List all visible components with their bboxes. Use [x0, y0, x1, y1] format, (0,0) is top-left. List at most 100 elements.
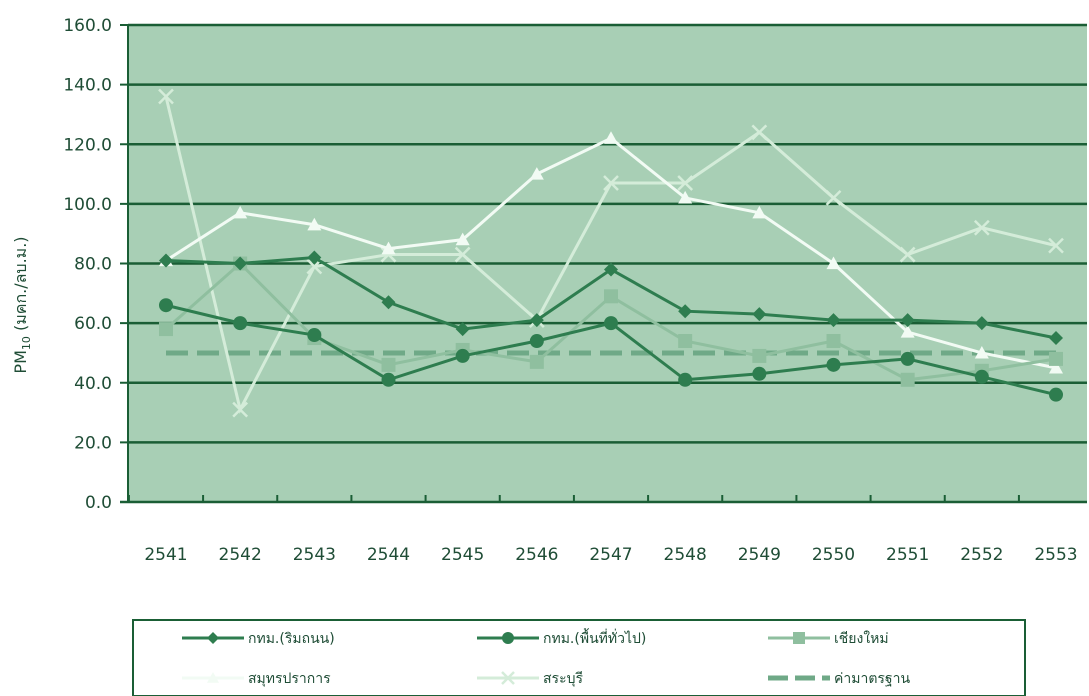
x-tick-label: 2542 [219, 545, 262, 565]
data-point [455, 232, 470, 246]
legend-label: เชียงใหม่ [834, 630, 889, 647]
legend-label: สระบุรี [543, 671, 583, 687]
data-point [232, 401, 249, 418]
data-point [454, 246, 471, 263]
y-tick-label: 160.0 [63, 16, 112, 36]
legend-item: สระบุรี [477, 671, 583, 687]
data-point [455, 348, 470, 363]
data-point-stroke [973, 219, 990, 236]
data-point [207, 632, 219, 644]
data-point [604, 262, 618, 277]
legend-label: กทม.(ริมถนน) [248, 631, 335, 647]
data-point [899, 246, 916, 263]
x-tick-label: 2546 [515, 545, 558, 565]
data-point [233, 316, 248, 331]
data-point [752, 348, 767, 363]
data-point [826, 334, 841, 349]
data-point [752, 307, 767, 322]
data-point [1048, 237, 1064, 254]
legend-label: ค่ามาตรฐาน [834, 671, 911, 687]
data-point [501, 671, 515, 685]
x-tick-label: 2549 [738, 545, 781, 565]
data-point [900, 351, 915, 366]
data-point [1049, 331, 1063, 346]
data-point [529, 167, 544, 180]
data-point [529, 313, 544, 328]
y-axis: 0.0 20.0 40.0 60.0 80.0 100.0 120.0 140.0 160.0 [63, 16, 129, 513]
data-point-stroke [751, 124, 768, 141]
data-point-stroke [825, 190, 842, 206]
data-point [793, 632, 805, 644]
data-point [900, 313, 915, 328]
legend-item: กทม.(พื้นที่ทั่วไป) [477, 628, 646, 647]
data-point [380, 246, 397, 263]
legend-item: เชียงใหม่ [768, 630, 889, 647]
data-point [752, 205, 767, 219]
x-axis: 2541 2542 2543 2544 2545 2546 2547 2548 2549 2550… [120, 495, 1087, 565]
x-tick-label: 2550 [812, 545, 855, 565]
data-point [159, 298, 173, 313]
data-point [207, 672, 219, 683]
data-point [529, 354, 544, 369]
y-tick-label: 0.0 [85, 493, 112, 513]
y-axis-label-main: PM [11, 350, 30, 373]
data-point [159, 322, 173, 337]
data-point [1049, 387, 1063, 402]
x-tick-label: 2544 [367, 545, 410, 565]
data-point [826, 357, 841, 372]
series-1 [159, 298, 1063, 402]
legend: กทม.(ริมถนน) กทม.(พื้นที่ทั่วไป) เชียงใหม่… [132, 619, 1026, 696]
data-point [307, 250, 322, 265]
data-point [826, 313, 841, 328]
y-tick-label: 80.0 [74, 255, 112, 275]
data-point [529, 334, 544, 349]
legend-box [132, 619, 1026, 696]
x-tick-label: 2541 [144, 545, 187, 565]
x-tick-label: 2551 [886, 545, 929, 565]
data-point [307, 328, 322, 343]
data-point [159, 253, 173, 268]
series-0 [159, 250, 1063, 346]
x-tick-label: 2547 [589, 545, 632, 565]
data-point-stroke [232, 401, 249, 418]
y-axis-label-unit: (มคก./ลบ.ม.) [11, 236, 30, 336]
data-point-stroke [677, 175, 694, 191]
data-point [752, 366, 767, 381]
data-point [900, 325, 915, 338]
data-point [381, 295, 396, 310]
data-point [825, 190, 842, 206]
legend-label: สมุทรปราการ [248, 671, 331, 687]
x-tick-label: 2543 [293, 545, 336, 565]
data-point [751, 124, 768, 141]
data-point [678, 304, 693, 319]
data-point [381, 241, 396, 255]
data-point [974, 369, 989, 384]
data-point [677, 175, 694, 191]
y-axis-label-subscript: 10 [20, 336, 33, 350]
y-tick-label: 40.0 [74, 374, 112, 394]
legend-item: ค่ามาตรฐาน [768, 671, 911, 687]
legend-label: กทม.(พื้นที่ทั่วไป) [543, 628, 646, 647]
data-point [1049, 351, 1063, 366]
data-point [603, 175, 619, 191]
data-point [678, 334, 693, 349]
data-point [678, 372, 693, 387]
data-point [381, 357, 396, 372]
x-tick-label: 2553 [1034, 545, 1077, 565]
data-point [604, 289, 618, 304]
data-point [974, 316, 989, 331]
data-point [455, 322, 470, 337]
data-point [381, 372, 396, 387]
legend-item: สมุทรปราการ [182, 671, 331, 687]
data-point-stroke [380, 246, 397, 263]
data-point [1049, 360, 1063, 374]
data-point-stroke [158, 88, 174, 105]
data-point-stroke [454, 246, 471, 263]
x-tick-label: 2545 [441, 545, 484, 565]
y-tick-label: 140.0 [63, 76, 112, 96]
data-point [604, 131, 618, 144]
data-point [307, 217, 322, 231]
series-group [158, 88, 1064, 418]
data-point [604, 316, 618, 331]
